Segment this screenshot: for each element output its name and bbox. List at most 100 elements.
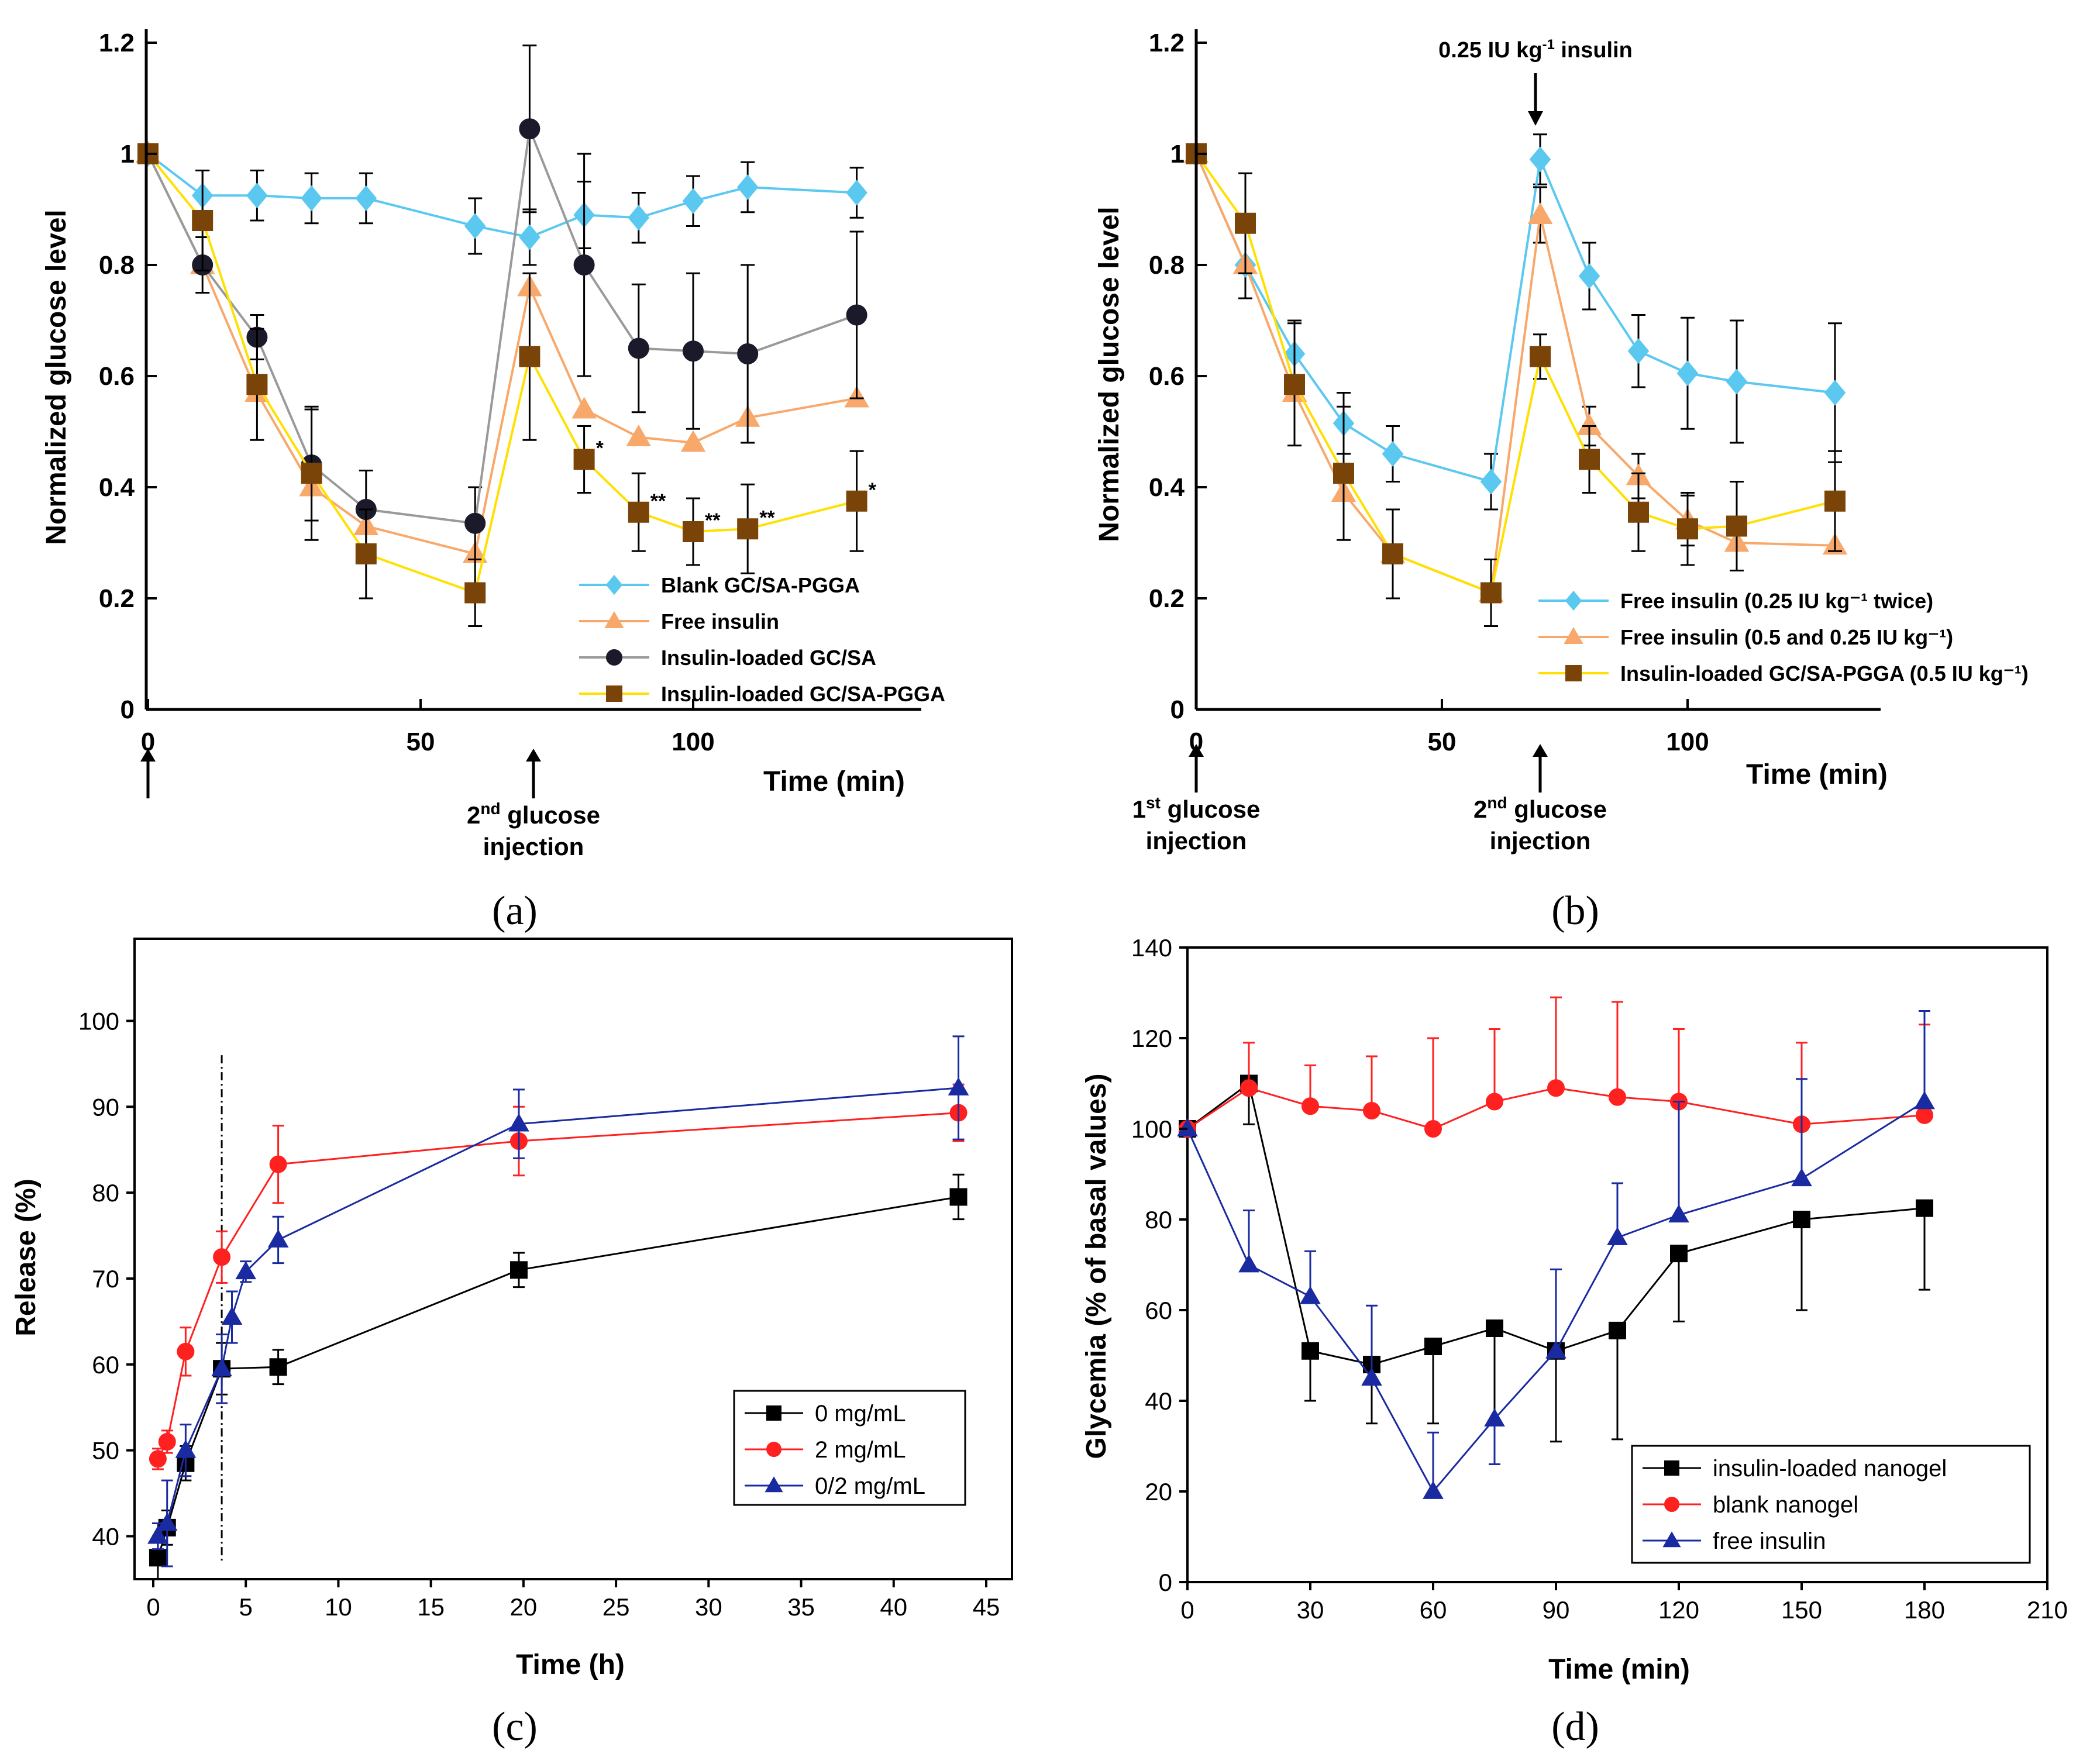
legend-label: Free insulin (0.5 and 0.25 IU kg⁻¹) bbox=[1620, 625, 1953, 649]
panel-b-first-injection-arrow bbox=[1189, 744, 1204, 793]
y-tick-label: 40 bbox=[92, 1523, 119, 1551]
legend-label: 0/2 mg/mL bbox=[815, 1473, 925, 1499]
panel-b-insulin-dose-label: 0.25 IU kg-1 insulin bbox=[1438, 37, 1633, 63]
legend-marker bbox=[1564, 627, 1583, 645]
legend-label: Insulin-loaded GC/SA bbox=[661, 646, 876, 670]
panel-b-first-injection-label: 1st glucose bbox=[1132, 794, 1261, 823]
legend-marker bbox=[1662, 1531, 1681, 1548]
data-point bbox=[626, 424, 652, 446]
panel-a-second-injection-label: 2nd glucose bbox=[467, 800, 600, 829]
legend-item: blank nanogel bbox=[1643, 1492, 1858, 1518]
legend-label: Free insulin (0.25 IU kg⁻¹ twice) bbox=[1620, 589, 1933, 613]
legend-marker bbox=[766, 1442, 781, 1457]
y-tick-label: 0 bbox=[1170, 695, 1185, 724]
legend-item: free insulin bbox=[1643, 1528, 1826, 1554]
data-point bbox=[1609, 1088, 1626, 1106]
data-point bbox=[1424, 1120, 1442, 1138]
panel-d-frame bbox=[1186, 946, 2048, 1583]
data-point bbox=[683, 521, 704, 542]
y-tick-label: 0.6 bbox=[99, 362, 135, 391]
panel-a-second-injection-label-line2: injection bbox=[483, 833, 584, 860]
data-point bbox=[1530, 346, 1551, 367]
data-point bbox=[147, 1525, 168, 1544]
error-bar bbox=[1612, 1330, 1623, 1441]
series-insulin-loaded-gc-sa-pgga bbox=[137, 143, 867, 627]
data-point bbox=[509, 1261, 528, 1279]
y-tick-label: 0.4 bbox=[99, 473, 135, 502]
x-tick-label: 210 bbox=[2027, 1596, 2068, 1624]
panel-b-second-injection-label: 2nd glucose bbox=[1473, 794, 1607, 823]
data-point bbox=[269, 1358, 287, 1376]
data-point bbox=[464, 582, 486, 604]
data-point bbox=[1177, 1118, 1198, 1136]
error-bar bbox=[1489, 1028, 1500, 1102]
data-point bbox=[1668, 1204, 1689, 1223]
panel-d-plot-area bbox=[1177, 996, 1935, 1499]
panel-b-x-ticks: 0 50 100 bbox=[1189, 699, 1709, 756]
data-point bbox=[158, 1433, 176, 1451]
data-point bbox=[211, 1358, 232, 1377]
panel-d-x-axis-label: Time (min) bbox=[1548, 1654, 1690, 1685]
legend-item: 0 mg/mL bbox=[745, 1401, 906, 1427]
legend-item: Free insulin (0.25 IU kg⁻¹ twice) bbox=[1538, 589, 1933, 613]
x-tick-label: 0 bbox=[146, 1593, 160, 1621]
significance-marker: * bbox=[869, 479, 877, 501]
panel-a-x-ticks: 0 50 100 bbox=[141, 699, 715, 756]
data-point bbox=[1284, 374, 1305, 395]
data-point bbox=[680, 430, 706, 452]
data-point bbox=[1527, 202, 1553, 224]
series-line bbox=[147, 153, 857, 556]
data-point bbox=[1486, 1093, 1503, 1111]
x-tick-label: 5 bbox=[239, 1593, 253, 1621]
panel-d-y-axis-label: Glycemia (% of basal values) bbox=[1081, 1074, 1112, 1459]
error-bar bbox=[1673, 1253, 1685, 1322]
panel-c-y-ticks: 40 50 60 70 80 90 100 bbox=[78, 1007, 135, 1551]
y-tick-label: 1 bbox=[120, 140, 135, 168]
legend-label: free insulin bbox=[1713, 1528, 1826, 1554]
data-point bbox=[355, 543, 377, 564]
x-tick-label: 150 bbox=[1781, 1596, 1822, 1624]
data-point bbox=[628, 501, 649, 523]
legend-marker bbox=[606, 649, 622, 666]
panel-b-second-injection-arrow bbox=[1533, 744, 1548, 793]
data-point bbox=[156, 1513, 178, 1531]
data-point bbox=[1529, 146, 1551, 173]
data-point bbox=[1578, 263, 1600, 289]
data-point bbox=[628, 205, 650, 231]
panel-d-y-ticks: 0 20 40 60 80 100 120 140 bbox=[1131, 934, 1187, 1596]
x-tick-label: 90 bbox=[1543, 1596, 1570, 1624]
data-point bbox=[948, 1077, 969, 1095]
panel-c-x-ticks: 0 5 10 15 20 25 30 35 40 45 bbox=[146, 1579, 1000, 1621]
y-tick-label: 100 bbox=[78, 1007, 119, 1035]
x-tick-label: 35 bbox=[787, 1593, 815, 1621]
x-tick-label: 10 bbox=[325, 1593, 352, 1621]
series-0-2-mg-ml bbox=[147, 1035, 969, 1567]
error-bar bbox=[1919, 1010, 1930, 1102]
series-insulin-loaded-nanogel bbox=[1179, 1074, 1933, 1443]
series-blank-nanogel bbox=[1179, 996, 1933, 1138]
error-bar bbox=[1366, 1055, 1378, 1111]
data-point bbox=[267, 1229, 289, 1248]
data-point bbox=[1824, 490, 1846, 512]
panel-a-plot-area: ***** *** bbox=[135, 44, 877, 627]
y-tick-label: 1.2 bbox=[99, 29, 135, 57]
panel-d-x-ticks: 0 30 60 90 120 150 180 210 bbox=[1180, 1582, 2068, 1624]
data-point bbox=[1363, 1102, 1380, 1119]
data-point bbox=[175, 1439, 197, 1458]
legend-label: Insulin-loaded GC/SA-PGGA bbox=[661, 682, 945, 706]
panel-a-legend: Blank GC/SA-PGGA Free insulin Insulin-load… bbox=[579, 573, 945, 706]
legend-item: Free insulin (0.5 and 0.25 IU kg⁻¹) bbox=[1538, 625, 1953, 649]
data-point bbox=[737, 343, 759, 364]
legend-item: Insulin-loaded GC/SA-PGGA bbox=[579, 682, 945, 706]
series-line bbox=[1195, 153, 1836, 484]
data-point bbox=[1424, 1338, 1442, 1355]
y-tick-label: 50 bbox=[92, 1437, 119, 1465]
data-point bbox=[192, 210, 214, 231]
data-point bbox=[1628, 501, 1649, 523]
data-point bbox=[571, 397, 597, 419]
data-point bbox=[301, 185, 322, 211]
significance-marker: ** bbox=[759, 507, 775, 529]
panel-b-x-axis-label: Time (min) bbox=[1746, 759, 1888, 790]
data-point bbox=[846, 490, 867, 512]
x-tick-label: 45 bbox=[973, 1593, 1000, 1621]
